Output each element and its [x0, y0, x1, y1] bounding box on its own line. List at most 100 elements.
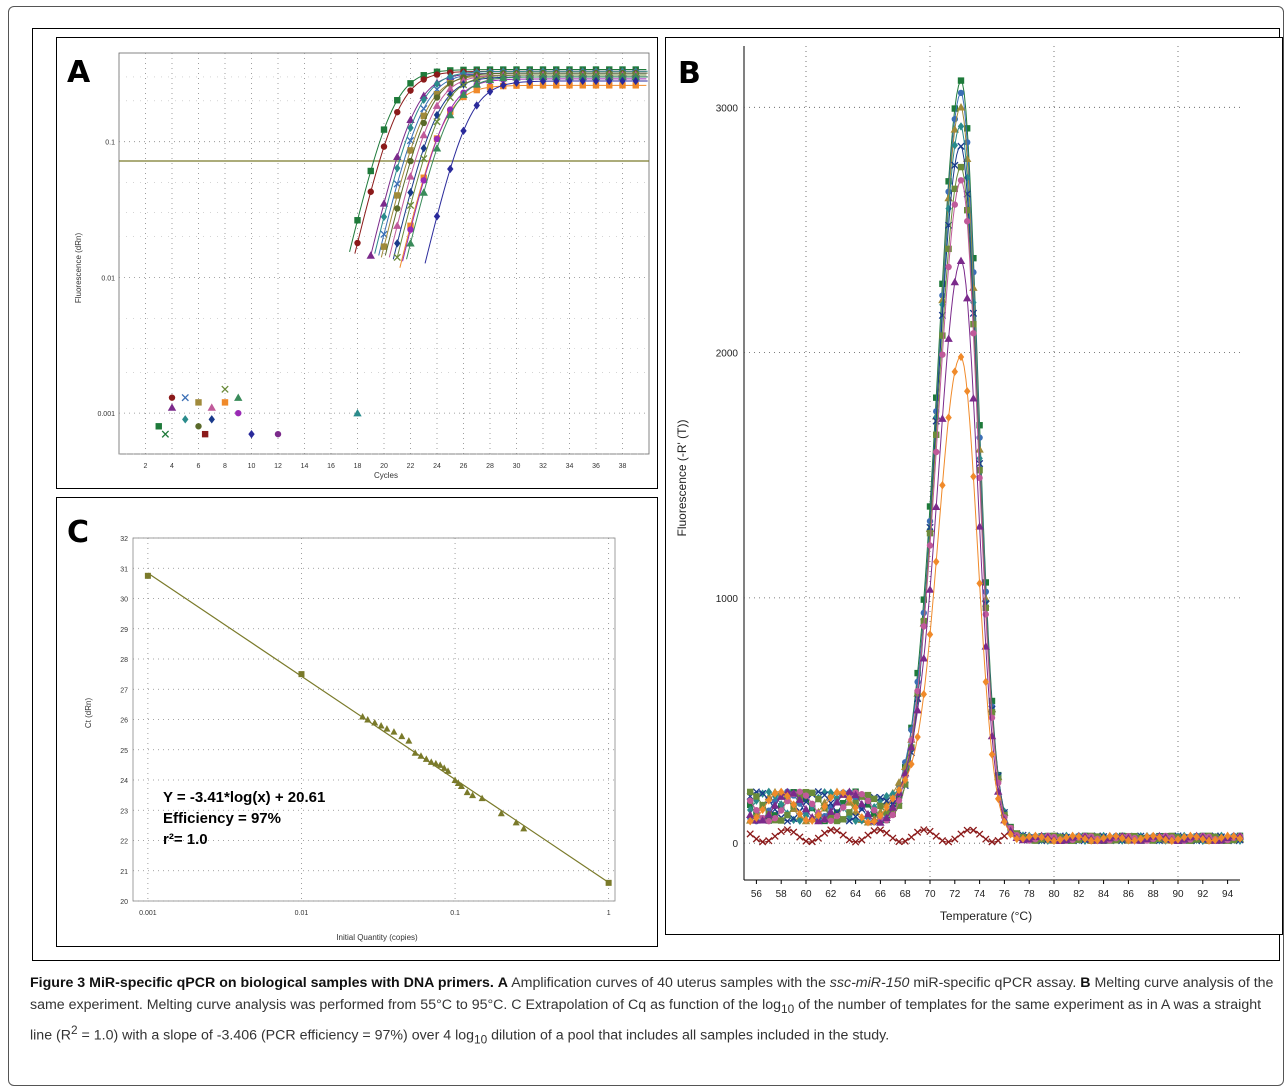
- y-tick-label-a: 0.1: [105, 140, 115, 147]
- melt-point: [778, 787, 785, 797]
- standard-curve-plot: 0.001 0.01 0.1 120212223242526272829303132 …: [67, 515, 616, 942]
- melt-point: [764, 810, 773, 818]
- melt-point: [833, 827, 841, 835]
- x-tick-label-c: 0.001: [139, 910, 157, 917]
- curve-point: [632, 76, 639, 86]
- sample-point: [457, 782, 465, 790]
- curve-point: [526, 77, 533, 86]
- caption-text-c1: of the number of templates for the same …: [30, 996, 1262, 1044]
- melt-point: [975, 522, 984, 530]
- curve-point: [446, 110, 455, 119]
- melt-point: [951, 835, 959, 843]
- x-axis-label-c: Initial Quantity (copies): [336, 933, 418, 942]
- curve-point: [393, 253, 401, 262]
- curve-point: [592, 76, 600, 86]
- melt-point: [863, 809, 873, 818]
- y-axis-label-b: Fluorescence (-R' (T)): [675, 420, 689, 537]
- curve-point: [420, 144, 427, 153]
- sample-point: [377, 722, 385, 729]
- melt-point: [833, 788, 841, 797]
- melt-point: [845, 787, 854, 795]
- x-tick-label-a: 30: [513, 463, 521, 470]
- curve-point: [473, 101, 480, 110]
- y-tick-label-c: 28: [120, 657, 128, 664]
- melt-point: [945, 263, 952, 271]
- curve-point: [433, 79, 441, 89]
- melt-point: [851, 790, 860, 799]
- sample-point: [359, 712, 367, 720]
- curve-point: [578, 72, 587, 81]
- melt-point: [747, 816, 754, 826]
- curve-point: [407, 188, 414, 197]
- curve-point: [447, 164, 454, 174]
- melt-point: [1236, 834, 1244, 843]
- curve-point: [406, 115, 415, 124]
- curve-point: [420, 177, 427, 184]
- melt-point: [826, 807, 835, 815]
- melt-point: [864, 818, 872, 827]
- melt-point: [802, 815, 810, 825]
- sample-point: [383, 725, 391, 732]
- sample-point: [364, 716, 372, 723]
- melt-point: [956, 103, 966, 111]
- figure-frame: [8, 6, 1284, 1086]
- melt-point: [765, 837, 773, 845]
- baseline-noise-point: [161, 430, 170, 438]
- curve-point: [500, 81, 507, 90]
- y-tick-label-c: 20: [120, 899, 128, 906]
- curve-point: [553, 76, 560, 86]
- melt-point: [827, 788, 834, 797]
- curve-line: [396, 74, 647, 258]
- y-tick-label-b: 0: [732, 839, 738, 850]
- melt-point: [1119, 833, 1126, 843]
- baseline-noise-point: [195, 423, 202, 430]
- melt-point: [945, 178, 952, 185]
- melt-line: [749, 80, 1240, 842]
- melt-point: [976, 474, 983, 482]
- melt-point: [778, 807, 785, 814]
- caption-text-c3: dilution of a pool that includes all sam…: [487, 1027, 890, 1044]
- curve-point: [606, 76, 613, 86]
- melt-point: [957, 77, 965, 84]
- melt-point: [914, 732, 921, 742]
- melt-point: [957, 122, 965, 131]
- baseline-noise-point: [208, 415, 215, 424]
- melt-point: [871, 817, 878, 826]
- melt-point: [1112, 831, 1120, 841]
- melt-point: [820, 791, 829, 799]
- baseline-noise-point: [274, 430, 282, 438]
- melt-point: [1007, 830, 1014, 839]
- melt-point: [933, 431, 940, 438]
- melt-point: [975, 830, 984, 838]
- melt-point: [895, 837, 903, 846]
- melt-point: [932, 502, 941, 511]
- melt-point: [889, 834, 897, 842]
- curve-point: [394, 108, 401, 116]
- figure-caption: Figure 3 MiR-specific qPCR on biological…: [30, 975, 1274, 1047]
- curve-point: [407, 157, 414, 165]
- sample-point: [398, 732, 406, 740]
- x-tick-label-b: 72: [949, 889, 961, 900]
- sample-point: [422, 755, 430, 762]
- x-tick-label-a: 38: [619, 463, 627, 470]
- x-tick-label-c: 1: [607, 910, 611, 917]
- melting-curve: [746, 826, 1009, 846]
- melt-point: [809, 800, 816, 808]
- y-axis-label-a: Fluorescence (dRn): [74, 233, 83, 304]
- x-axis-label-b: Temperature (°C): [940, 909, 1032, 923]
- melt-point: [945, 245, 952, 253]
- melt-point: [957, 352, 965, 362]
- melt-point: [771, 815, 779, 822]
- melt-point: [833, 817, 841, 825]
- x-tick-label-a: 26: [460, 463, 468, 470]
- baseline-noise-point: [207, 403, 216, 411]
- caption-text-a2: miR-specific qPCR assay.: [909, 975, 1077, 991]
- y-tick-label-c: 27: [120, 687, 128, 694]
- melt-point: [950, 125, 959, 133]
- melting-curve: [746, 103, 1245, 844]
- melt-point: [771, 789, 779, 798]
- x-tick-label-a: 10: [248, 463, 256, 470]
- melt-point: [1000, 832, 1009, 840]
- x-tick-label-b: 78: [1024, 889, 1036, 900]
- melt-point: [994, 836, 1002, 845]
